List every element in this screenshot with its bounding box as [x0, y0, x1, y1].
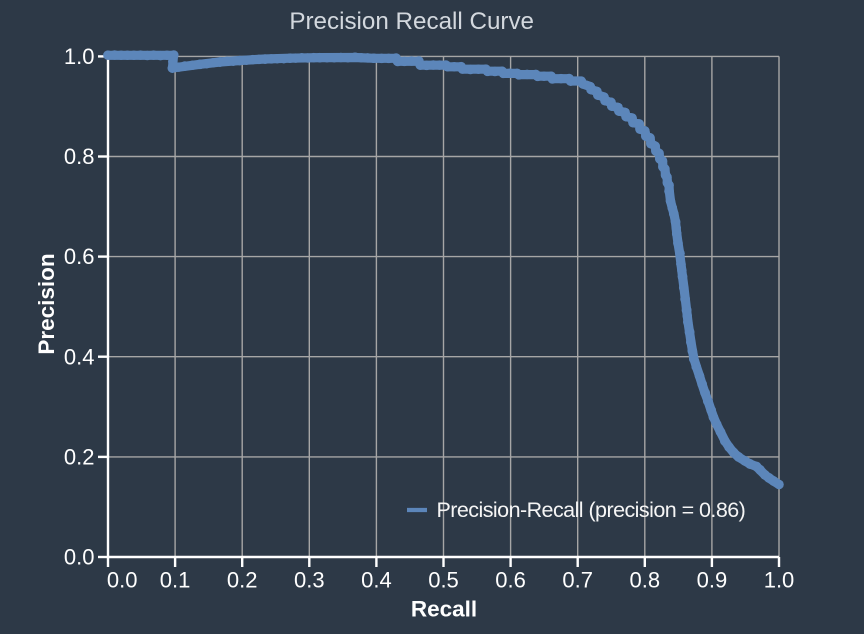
svg-text:0.8: 0.8 — [630, 568, 661, 593]
svg-text:0.4: 0.4 — [64, 344, 95, 369]
svg-text:0.0: 0.0 — [64, 545, 95, 570]
svg-text:Recall: Recall — [411, 597, 477, 622]
svg-text:0.6: 0.6 — [64, 244, 95, 269]
svg-text:0.9: 0.9 — [697, 568, 728, 593]
svg-text:Precision-Recall (precision =: Precision-Recall (precision = 0.86) — [437, 498, 746, 522]
svg-text:Precision: Precision — [34, 253, 59, 354]
svg-text:1.0: 1.0 — [64, 44, 95, 69]
svg-text:0.3: 0.3 — [294, 568, 325, 593]
svg-text:0.5: 0.5 — [428, 568, 459, 593]
svg-text:0.1: 0.1 — [160, 568, 191, 593]
svg-text:0.0: 0.0 — [107, 568, 138, 593]
svg-text:0.7: 0.7 — [562, 568, 593, 593]
svg-text:Precision Recall Curve: Precision Recall Curve — [289, 8, 534, 35]
svg-text:0.4: 0.4 — [361, 568, 392, 593]
svg-text:0.2: 0.2 — [227, 568, 258, 593]
svg-text:0.8: 0.8 — [64, 144, 95, 169]
svg-text:1.0: 1.0 — [764, 568, 795, 593]
svg-text:0.6: 0.6 — [495, 568, 526, 593]
svg-text:0.2: 0.2 — [64, 445, 95, 470]
